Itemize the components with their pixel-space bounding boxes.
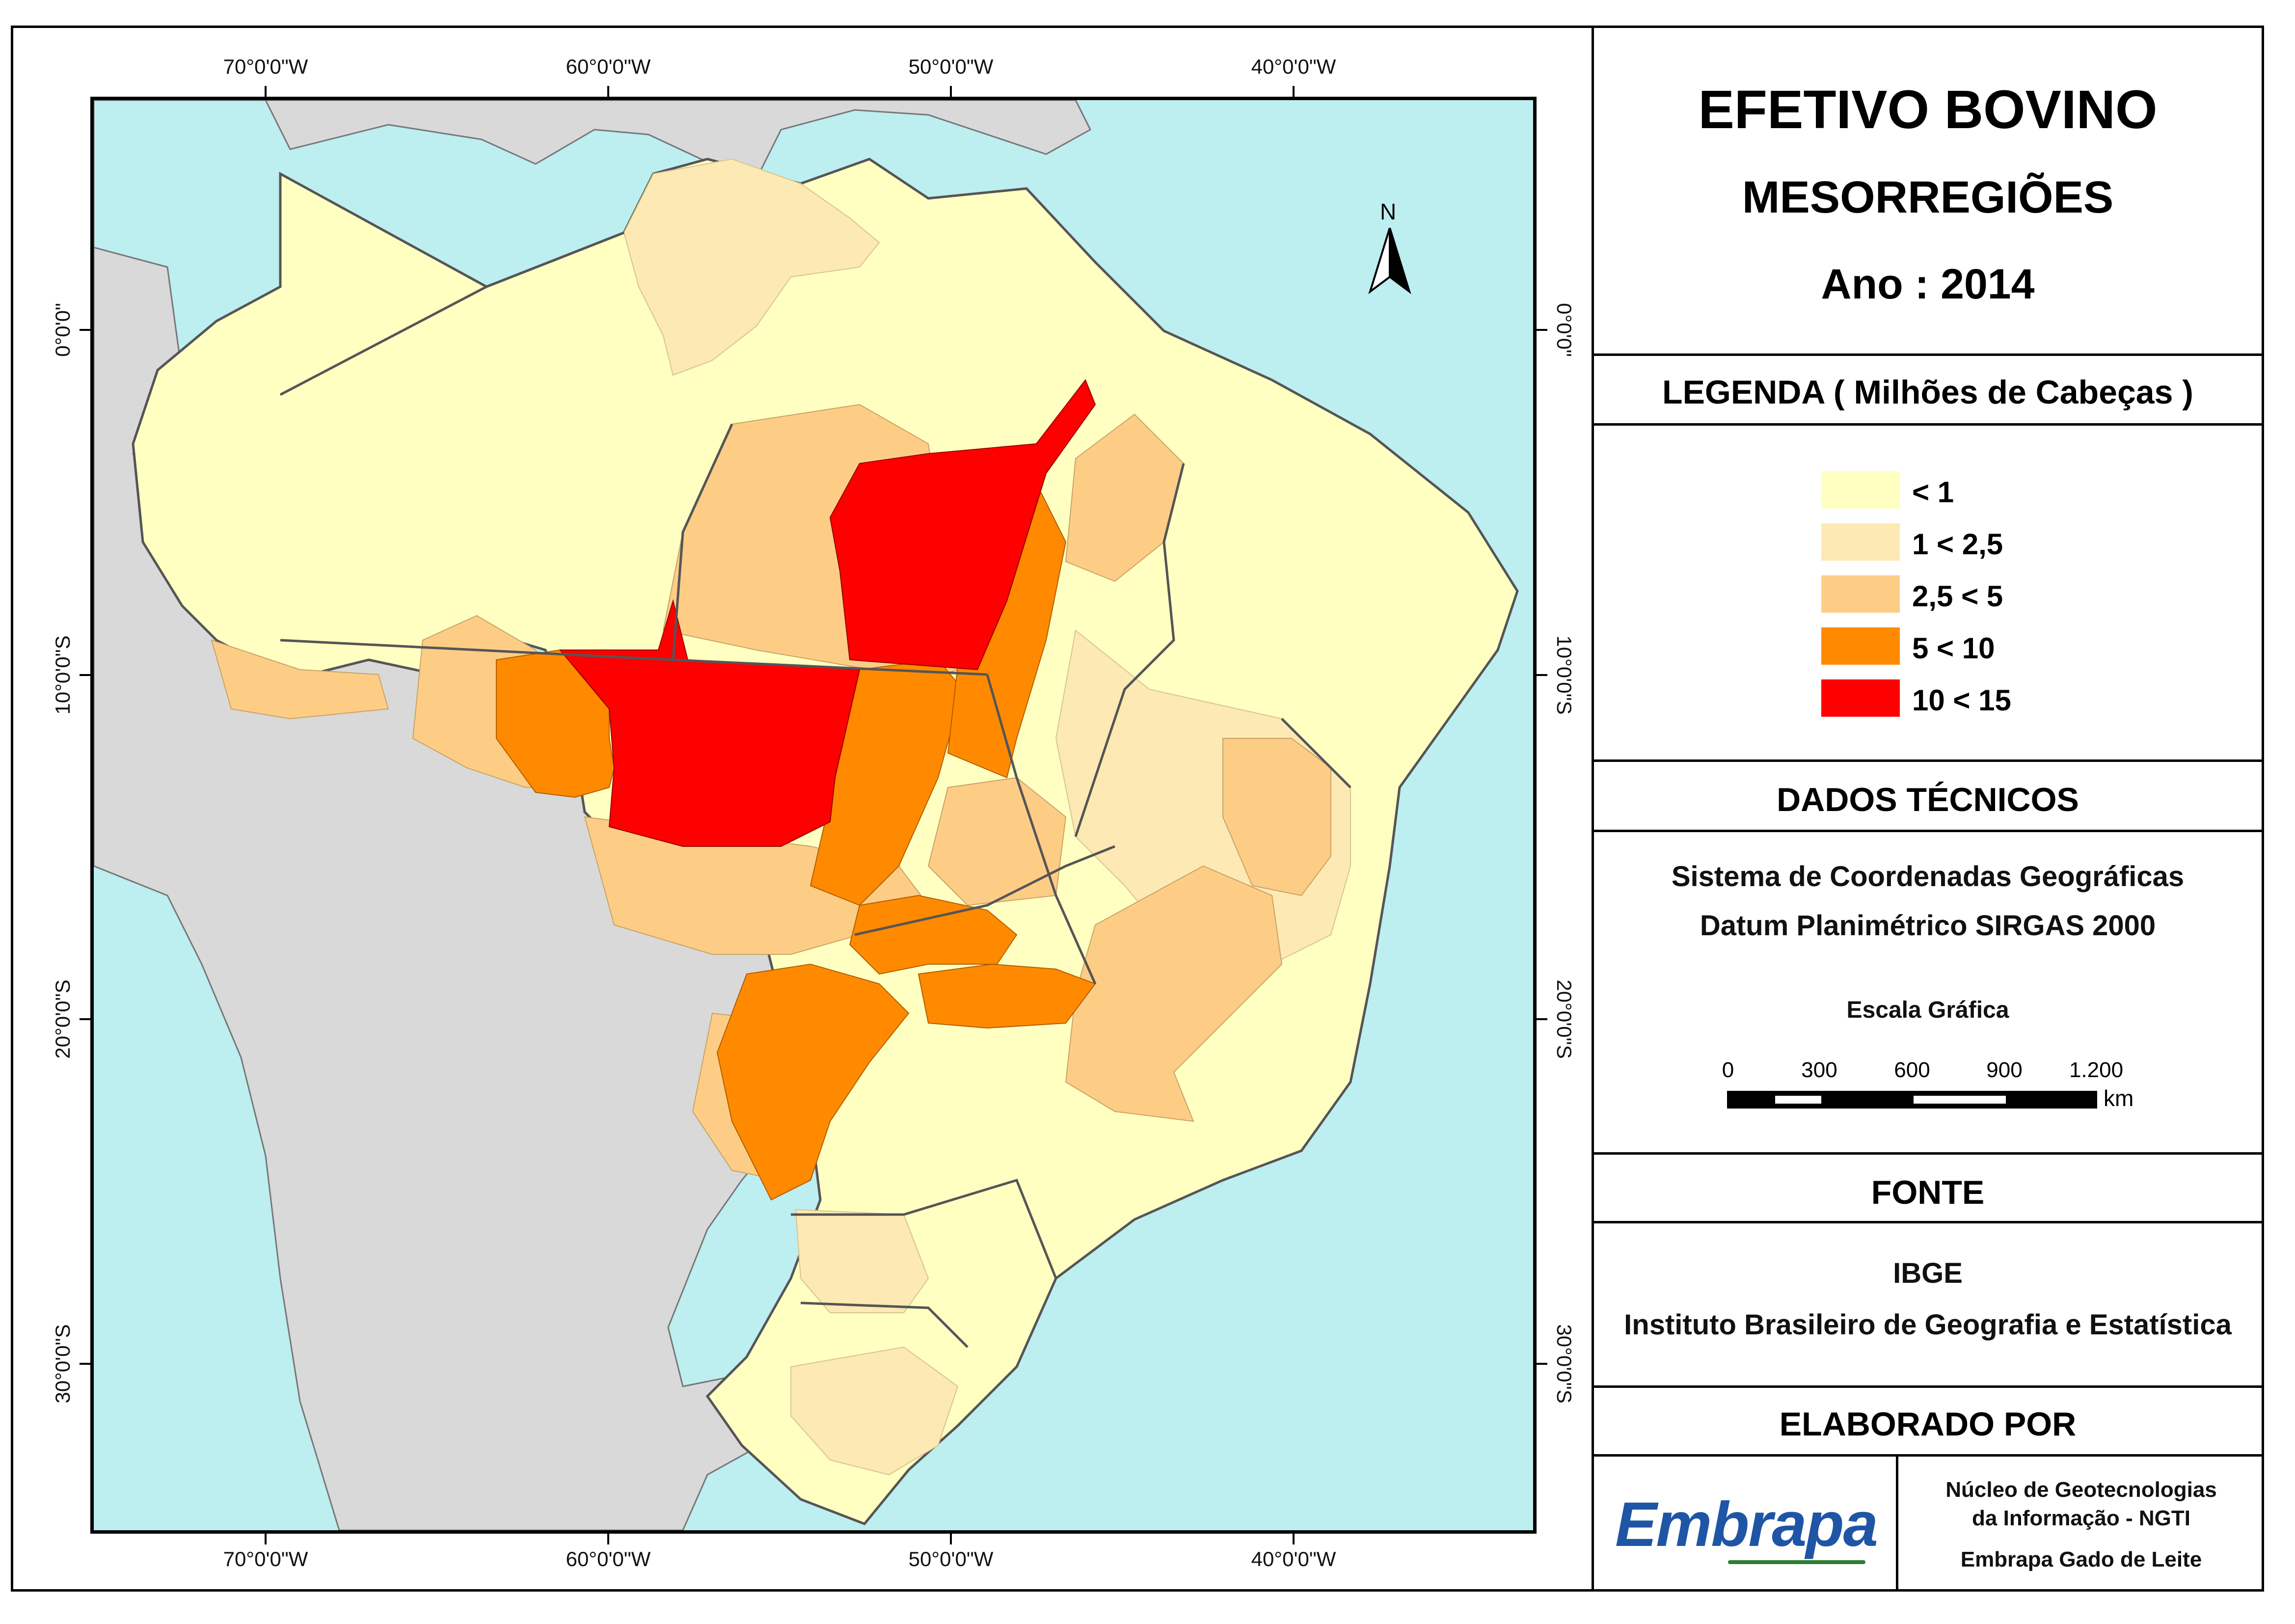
legend-heading: LEGENDA ( Milhões de Cabeças ): [1662, 374, 2193, 411]
region-2.5-5-acre: [211, 639, 389, 720]
technical-line1: Sistema de Coordenadas Geográficas: [1671, 861, 2185, 893]
scale-segment-white-2: [1914, 1096, 2006, 1104]
lon-label-bottom-50: 50°0'0"W: [908, 1547, 994, 1570]
tick-left-20: [80, 1018, 90, 1020]
region-10-15-para-se: [829, 379, 1096, 671]
north-label: N: [1380, 199, 1397, 224]
divider-author-vertical: [1896, 1454, 1898, 1592]
legend-label-10-15: 10 < 15: [1912, 684, 2011, 717]
map-frame: N: [90, 97, 1537, 1534]
embrapa-logo: Embrapa: [1610, 1478, 1885, 1571]
legend-swatch-5-10: [1821, 627, 1900, 665]
lon-label-top-40: 40°0'0"W: [1251, 55, 1336, 78]
scale-segment-white-1: [1775, 1096, 1821, 1104]
divider-title: [1592, 353, 2264, 356]
lon-label-bottom-70: 70°0'0"W: [223, 1547, 308, 1570]
divider-source-heading: [1592, 1221, 2264, 1223]
legend-swatch-10-15: [1821, 679, 1900, 717]
technical-heading: DADOS TÉCNICOS: [1777, 781, 2079, 818]
scale-label-0: 0: [1722, 1058, 1734, 1082]
map-canvas: [94, 100, 1519, 1530]
north-arrow-icon: [1368, 228, 1411, 295]
state-borders: [279, 231, 1351, 1348]
scale-unit: km: [2104, 1085, 2134, 1111]
legend-label-5-10: 5 < 10: [1912, 632, 1995, 665]
lat-label-left-20: 20°0'0"S: [51, 979, 74, 1059]
tick-left-30: [80, 1363, 90, 1365]
scale-label-300: 300: [1801, 1058, 1837, 1082]
divider-source: [1592, 1385, 2264, 1388]
scale-label-900: 900: [1986, 1058, 2023, 1082]
scale-title: Escala Gráfica: [1846, 997, 2009, 1023]
region-2.5-5-bahia: [1222, 738, 1331, 896]
region-10-15-mt-north: [559, 599, 861, 847]
tick-bottom-60: [607, 1534, 609, 1544]
info-panel: [1592, 26, 2264, 1592]
lat-label-right-20: 20°0'0"S: [1553, 979, 1576, 1059]
lon-label-top-50: 50°0'0"W: [908, 55, 994, 78]
tick-bottom-70: [265, 1534, 267, 1544]
tick-bottom-50: [950, 1534, 952, 1544]
tick-right-0: [1537, 329, 1547, 331]
tick-left-0: [80, 329, 90, 331]
tick-left-10: [80, 674, 90, 676]
author-line3: Embrapa Gado de Leite: [1960, 1547, 2202, 1571]
legend-swatch-lt1: [1821, 471, 1900, 509]
embrapa-logo-text: Embrapa: [1615, 1489, 1878, 1560]
author-line1: Núcleo de Geotecnologias: [1945, 1478, 2217, 1502]
lat-label-left-30: 30°0'0"S: [51, 1324, 74, 1404]
tick-top-50: [950, 86, 952, 97]
source-line2: Instituto Brasileiro de Geografia e Esta…: [1624, 1309, 2232, 1341]
divider-legend-heading: [1592, 423, 2264, 426]
legend-label-2.5-5: 2,5 < 5: [1912, 580, 2003, 613]
lat-label-right-10: 10°0'0"S: [1553, 635, 1576, 715]
lat-label-left-0: 0°0'0": [51, 303, 74, 357]
region-2.5-5-mg: [1065, 865, 1283, 1122]
tick-right-20: [1537, 1018, 1547, 1020]
north-arrow: N: [1360, 198, 1419, 297]
lon-label-top-60: 60°0'0"W: [566, 55, 651, 78]
tick-top-70: [265, 86, 267, 97]
lat-label-left-10: 10°0'0"S: [51, 635, 74, 715]
legend-label-1-2.5: 1 < 2,5: [1912, 528, 2003, 561]
divider-tech: [1592, 1152, 2264, 1155]
source-line1: IBGE: [1893, 1257, 1963, 1289]
scale-bar: [1727, 1091, 2097, 1109]
divider-legend: [1592, 759, 2264, 762]
tick-bottom-40: [1293, 1534, 1295, 1544]
divider-author-heading: [1592, 1454, 2264, 1457]
embrapa-logo-swoosh: [1728, 1560, 1865, 1564]
tick-right-10: [1537, 674, 1547, 676]
scale-label-600: 600: [1894, 1058, 1930, 1082]
lon-label-top-70: 70°0'0"W: [223, 55, 308, 78]
tick-top-40: [1293, 86, 1295, 97]
region-5-10-tocantins: [947, 492, 1067, 779]
scale-label-1200: 1.200: [2069, 1058, 2124, 1082]
region-1-2.5-north: [623, 158, 880, 376]
lat-label-right-0: 0°0'0": [1553, 303, 1576, 357]
map-title: EFETIVO BOVINO: [1698, 80, 2158, 140]
tick-top-60: [607, 86, 609, 97]
lon-label-bottom-40: 40°0'0"W: [1251, 1547, 1336, 1570]
legend-label-lt1: < 1: [1912, 476, 1954, 509]
lat-label-right-30: 30°0'0"S: [1553, 1324, 1576, 1404]
author-line2: da Informação - NGTI: [1972, 1506, 2190, 1530]
tick-right-30: [1537, 1363, 1547, 1365]
map-year: Ano : 2014: [1821, 261, 2035, 308]
source-heading: FONTE: [1871, 1174, 1985, 1211]
lon-label-bottom-60: 60°0'0"W: [566, 1547, 651, 1570]
legend-swatch-1-2.5: [1821, 523, 1900, 561]
region-5-10-ms: [716, 963, 910, 1201]
divider-tech-heading: [1592, 830, 2264, 832]
legend-swatch-2.5-5: [1821, 575, 1900, 613]
map-subtitle: MESORREGIÕES: [1742, 172, 2114, 222]
region-5-10-mg-triangulo: [918, 963, 1096, 1029]
author-heading: ELABORADO POR: [1779, 1406, 2077, 1443]
technical-line2: Datum Planimétrico SIRGAS 2000: [1700, 910, 2156, 942]
